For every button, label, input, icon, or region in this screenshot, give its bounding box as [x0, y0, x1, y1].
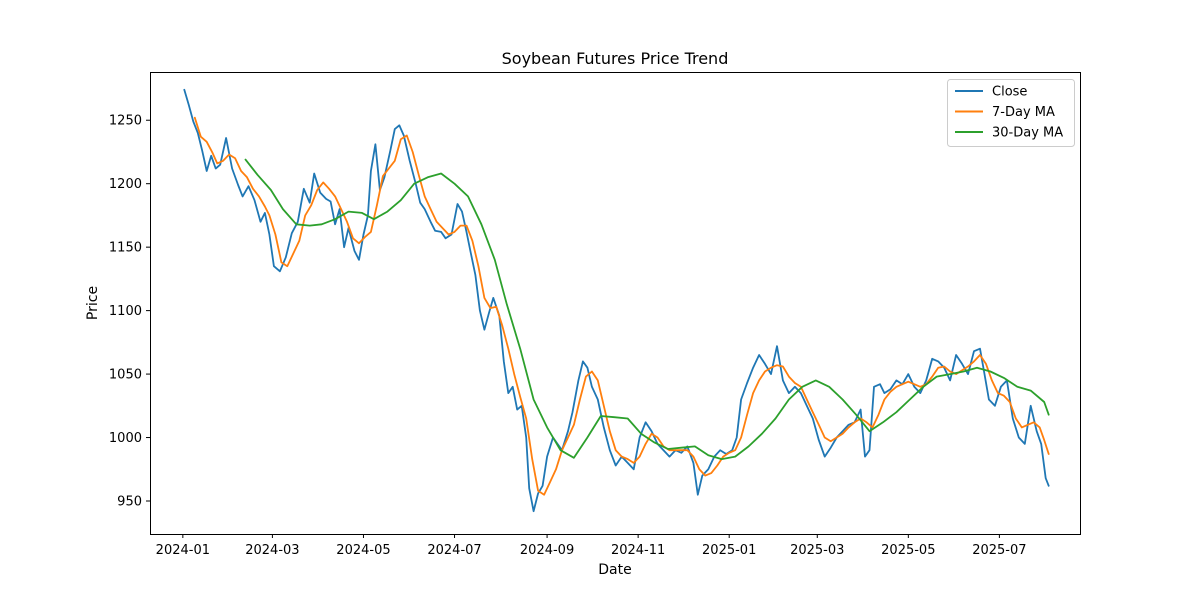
series-line-7-day-ma [193, 116, 1050, 496]
x-tick-label: 2024-03 [245, 543, 299, 558]
x-axis-label: Date [598, 562, 631, 578]
x-tick-label: 2024-01 [156, 543, 210, 558]
legend-box [947, 79, 1075, 147]
series-layer [183, 88, 1050, 513]
y-tick-label: 1250 [109, 114, 142, 129]
legend: Close 7-Day MA 30-Day MA [947, 79, 1075, 147]
y-tick-label: 1200 [109, 177, 142, 192]
x-tick-label: 2025-05 [881, 543, 935, 558]
legend-label-7-day-ma: 7-Day MA [992, 105, 1055, 120]
chart-title: Soybean Futures Price Trend [502, 49, 729, 68]
series-line-30-day-ma [244, 158, 1050, 460]
x-tick-label: 2024-05 [336, 543, 390, 558]
y-tick-label: 1050 [109, 368, 142, 383]
x-tick-label: 2024-11 [611, 543, 665, 558]
x-tick-label: 2024-09 [520, 543, 574, 558]
series-line-close [183, 88, 1050, 513]
x-tick-label: 2025-01 [702, 543, 756, 558]
y-axis-label: Price [85, 286, 101, 320]
legend-label-close: Close [992, 85, 1027, 100]
legend-label-30-day-ma: 30-Day MA [992, 126, 1063, 141]
y-tick-label: 1100 [109, 304, 142, 319]
x-tick-label: 2025-07 [972, 543, 1026, 558]
x-tick-label: 2024-07 [427, 543, 481, 558]
x-axis-ticks: 2024-01 2024-03 2024-05 2024-07 2024-09 2024-… [156, 534, 1027, 558]
y-tick-label: 1150 [109, 241, 142, 256]
y-tick-label: 950 [117, 495, 142, 510]
y-tick-label: 1000 [109, 431, 142, 446]
y-axis-ticks: 950 1000 1050 1100 1150 1200 1250 [109, 114, 150, 510]
plot-frame [150, 72, 1081, 535]
x-tick-label: 2025-03 [790, 543, 844, 558]
